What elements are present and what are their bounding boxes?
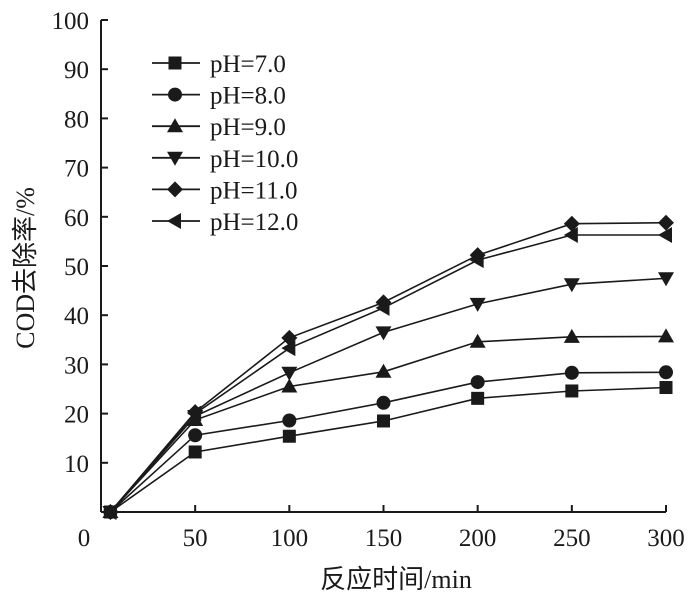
series-line [109, 221, 667, 513]
data-point [282, 429, 296, 443]
legend-label: pH=11.0 [210, 177, 297, 204]
x-tick-label: 200 [459, 525, 497, 552]
data-point [659, 381, 673, 395]
legend-item: pH=10.0 [152, 146, 298, 173]
x-axis-title: 反应时间/min [320, 565, 472, 594]
data-point [563, 227, 578, 244]
data-point [281, 378, 298, 393]
legend: pH=7.0 pH=8.0 pH=9.0 pH=10.0 pH=11.0 pH=12.0 [152, 51, 298, 236]
legend-marker [168, 56, 182, 70]
data-point [659, 365, 673, 380]
y-tick-label: 50 [64, 254, 89, 281]
legend-marker [167, 151, 183, 166]
data-point [658, 214, 674, 231]
legend-marker [167, 118, 183, 133]
y-tick-label: 20 [64, 402, 89, 429]
data-point [377, 414, 390, 428]
y-tick-label: 70 [64, 156, 89, 183]
data-point [563, 215, 580, 232]
legend-item: pH=7.0 [152, 51, 286, 78]
series-line [109, 371, 667, 513]
legend-marker [167, 213, 181, 229]
tick-labels: 0 50 100 150 200 250 300 10 20 30 40 50 60 70 80 90 100 [52, 8, 685, 552]
data-point [102, 504, 117, 520]
data-point [469, 297, 486, 312]
data-point [281, 366, 298, 381]
data-series [102, 214, 674, 520]
legend-item: pH=12.0 [152, 209, 298, 236]
x-tick-label: 250 [553, 525, 591, 552]
x-tick-label: 0 [78, 525, 91, 552]
x-tick-label: 150 [365, 525, 403, 552]
series-4 [102, 214, 674, 520]
data-point [565, 384, 579, 398]
legend-item: pH=11.0 [152, 177, 297, 204]
y-tick-label: 40 [64, 303, 89, 330]
x-tick-label: 100 [271, 525, 309, 552]
legend-label: pH=8.0 [210, 83, 286, 110]
data-point [469, 333, 486, 348]
y-tick-label: 100 [52, 8, 90, 35]
legend-label: pH=9.0 [210, 114, 286, 141]
data-point [375, 299, 390, 316]
x-tick-label: 300 [647, 525, 685, 552]
y-tick-label: 80 [64, 106, 89, 133]
legend-marker [168, 87, 182, 102]
data-point [471, 391, 485, 405]
series-5 [102, 227, 672, 520]
legend-label: pH=12.0 [210, 209, 298, 236]
data-point [375, 363, 392, 378]
data-point [376, 395, 391, 410]
data-point [282, 413, 297, 428]
data-point [470, 375, 485, 390]
data-point [658, 227, 672, 244]
legend-label: pH=10.0 [210, 146, 298, 173]
data-point [563, 328, 580, 343]
y-axis-title: COD去除率/% [11, 187, 40, 349]
data-point [281, 340, 296, 357]
data-point [564, 365, 579, 380]
legend-label: pH=7.0 [210, 51, 286, 78]
data-point [375, 326, 392, 341]
data-point [187, 405, 202, 422]
data-point [658, 272, 674, 287]
data-point [469, 252, 484, 269]
data-point [563, 278, 580, 293]
y-tick-label: 60 [64, 205, 89, 232]
legend-item: pH=8.0 [152, 83, 286, 110]
legend-item: pH=9.0 [152, 114, 286, 141]
data-point [188, 428, 203, 443]
data-point [658, 328, 674, 343]
y-tick-label: 10 [64, 451, 89, 478]
x-tick-label: 50 [183, 525, 208, 552]
y-tick-label: 90 [64, 57, 89, 84]
y-tick-label: 30 [64, 352, 89, 379]
legend-marker [167, 181, 183, 198]
series-1 [103, 365, 673, 519]
data-point [188, 445, 202, 459]
